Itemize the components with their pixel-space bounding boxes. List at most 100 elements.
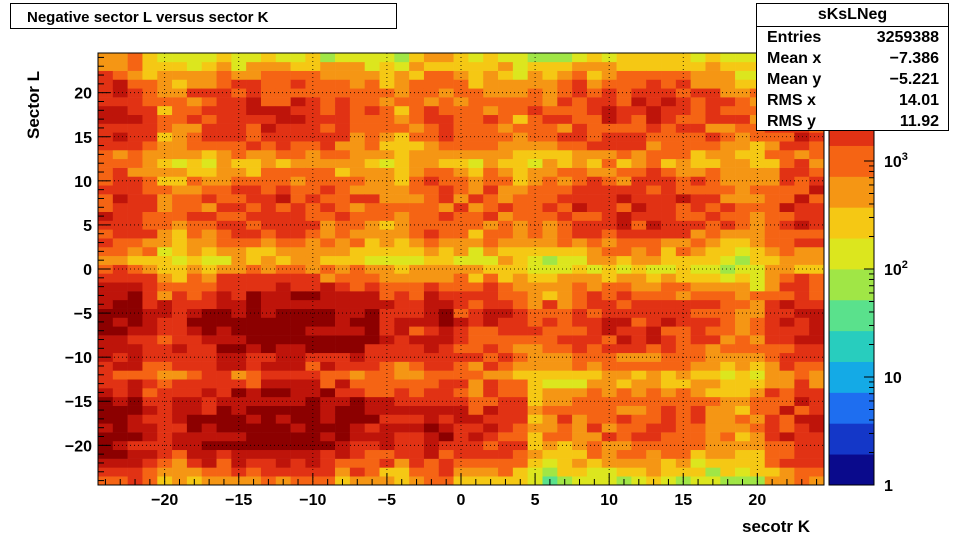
histogram-cell xyxy=(572,141,588,151)
histogram-cell xyxy=(260,449,277,459)
histogram-cell xyxy=(216,343,232,354)
histogram-cell xyxy=(542,185,558,195)
histogram-cell xyxy=(438,299,454,309)
histogram-cell xyxy=(201,105,217,116)
histogram-cell xyxy=(290,388,306,398)
histogram-cell xyxy=(438,149,454,160)
histogram-cell xyxy=(468,53,484,63)
histogram-cell xyxy=(690,79,706,89)
histogram-cell xyxy=(112,238,128,248)
histogram-cell xyxy=(305,79,321,89)
histogram-cell xyxy=(498,370,514,380)
histogram-cell xyxy=(98,246,114,257)
histogram-cell xyxy=(290,282,306,292)
histogram-cell xyxy=(631,79,647,89)
histogram-cell xyxy=(661,194,677,204)
histogram-cell xyxy=(735,211,751,221)
histogram-cell xyxy=(172,255,188,265)
histogram-cell xyxy=(498,238,514,248)
histogram-cell xyxy=(661,220,677,230)
histogram-cell xyxy=(364,326,380,336)
histogram-cell xyxy=(379,432,395,442)
histogram-cell xyxy=(809,246,825,257)
histogram-cell xyxy=(275,361,291,371)
histogram-cell xyxy=(320,361,336,371)
histogram-cell xyxy=(275,396,291,406)
histogram-cell xyxy=(661,440,677,451)
histogram-cell xyxy=(349,423,365,433)
histogram-cell xyxy=(661,123,677,133)
histogram-cell xyxy=(705,97,721,107)
histogram-cell xyxy=(349,467,365,477)
histogram-cell xyxy=(231,388,247,398)
histogram-cell xyxy=(779,299,795,309)
histogram-cell xyxy=(186,114,203,124)
histogram-cell xyxy=(690,105,706,116)
histogram-cell xyxy=(394,70,410,80)
histogram-cell xyxy=(586,79,603,89)
histogram-cell xyxy=(720,53,736,63)
histogram-cell xyxy=(512,361,528,371)
histogram-cell xyxy=(260,149,277,160)
histogram-cell xyxy=(720,194,736,204)
histogram-cell xyxy=(735,449,751,459)
histogram-cell xyxy=(423,388,440,398)
histogram-cell xyxy=(705,449,721,459)
histogram-cell xyxy=(512,220,528,230)
histogram-cell xyxy=(572,167,588,177)
histogram-cell xyxy=(764,291,780,301)
histogram-cell xyxy=(705,458,721,468)
histogram-cell xyxy=(127,88,143,98)
histogram-cell xyxy=(512,326,528,336)
histogram-cell xyxy=(349,88,365,98)
histogram-cell xyxy=(794,176,810,186)
histogram-cell xyxy=(186,97,203,107)
histogram-cell xyxy=(335,414,351,424)
histogram-cell xyxy=(142,335,158,345)
histogram-cell xyxy=(720,282,736,292)
histogram-cell xyxy=(749,343,766,354)
histogram-cell xyxy=(186,388,203,398)
histogram-cell xyxy=(98,114,114,124)
histogram-cell xyxy=(349,370,365,380)
histogram-cell xyxy=(690,246,706,257)
histogram-cell xyxy=(394,388,410,398)
histogram-cell xyxy=(260,202,277,212)
histogram-cell xyxy=(468,141,484,151)
histogram-cell xyxy=(320,61,336,71)
histogram-cell xyxy=(794,308,810,318)
histogram-cell xyxy=(157,343,173,354)
histogram-cell xyxy=(794,194,810,204)
histogram-cell xyxy=(172,352,188,362)
histogram-cell xyxy=(349,158,365,168)
histogram-cell xyxy=(453,79,469,89)
histogram-cell xyxy=(616,326,632,336)
histogram-cell xyxy=(779,396,795,406)
histogram-cell xyxy=(631,202,647,212)
histogram-cell xyxy=(586,423,603,433)
histogram-cell xyxy=(794,335,810,345)
histogram-cell xyxy=(690,291,706,301)
histogram-cell xyxy=(320,317,336,327)
histogram-cell xyxy=(453,335,469,345)
histogram-cell xyxy=(705,343,721,354)
histogram-cell xyxy=(246,70,262,80)
histogram-cell xyxy=(720,273,736,283)
histogram-cell xyxy=(542,141,558,151)
histogram-cell xyxy=(809,405,825,415)
histogram-cell xyxy=(735,458,751,468)
histogram-cell xyxy=(468,361,484,371)
histogram-cell xyxy=(349,388,365,398)
histogram-cell xyxy=(290,317,306,327)
histogram-cell xyxy=(572,202,588,212)
histogram-cell xyxy=(201,132,217,142)
histogram-cell xyxy=(601,317,617,327)
histogram-cell xyxy=(794,255,810,265)
histogram-cell xyxy=(275,299,291,309)
histogram-cell xyxy=(364,158,380,168)
histogram-cell xyxy=(172,211,188,221)
histogram-cell xyxy=(616,396,632,406)
histogram-cell xyxy=(764,194,780,204)
histogram-cell xyxy=(364,70,380,80)
histogram-cell xyxy=(498,123,514,133)
